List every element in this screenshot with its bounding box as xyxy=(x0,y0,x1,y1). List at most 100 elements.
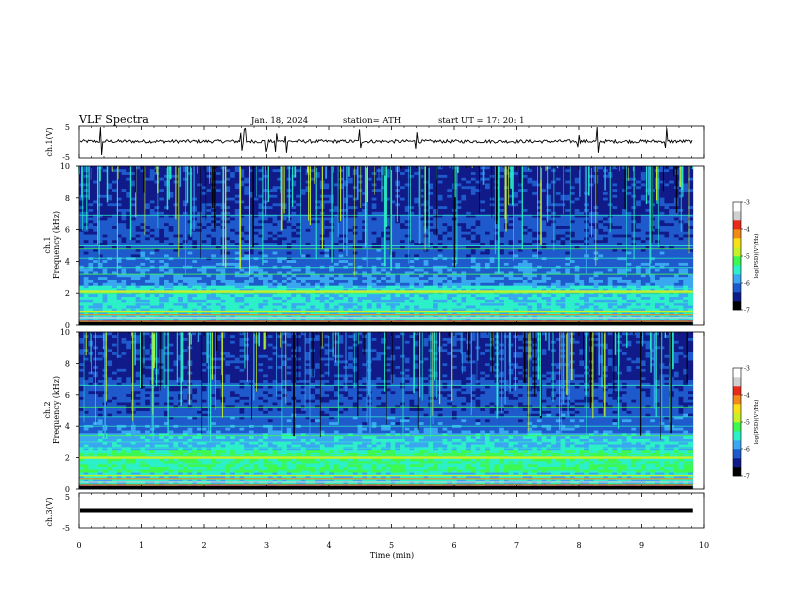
spectrogram-cell xyxy=(404,185,410,190)
spectrogram-cell xyxy=(428,225,434,229)
spectrogram-cell xyxy=(437,174,443,178)
spectrogram-cell xyxy=(456,194,462,198)
spectrogram-cell xyxy=(135,245,141,249)
spectrogram-cell xyxy=(93,288,99,292)
spectrogram-cell xyxy=(390,259,396,263)
spectrogram-cell xyxy=(343,236,349,241)
spectrogram-cell xyxy=(145,168,151,173)
spectrogram-cell xyxy=(376,194,382,198)
spectrogram-cell xyxy=(404,217,410,221)
spectrogram-cell xyxy=(83,185,89,190)
spectrogram-cell xyxy=(145,242,151,246)
spectrogram-cell xyxy=(121,222,127,227)
spectrogram-cell xyxy=(239,265,245,269)
spectrogram-cell xyxy=(338,285,344,289)
spectrogram-cell xyxy=(338,202,344,207)
spectrogram-cell xyxy=(97,239,103,244)
spectrogram-cell xyxy=(116,197,122,201)
spectrogram-cell xyxy=(470,180,476,184)
spectrogram-cell xyxy=(291,222,297,227)
spectrogram-cell xyxy=(352,202,358,207)
spectrogram-cell xyxy=(395,288,401,292)
spectrogram-cell xyxy=(149,262,155,266)
spectrogram-cell xyxy=(234,166,240,170)
spectrogram-cell xyxy=(404,305,410,309)
spectrogram-cell xyxy=(461,259,467,263)
spectrogram-cell xyxy=(433,222,439,227)
spectrogram-cell xyxy=(409,200,415,204)
spectrogram-cell xyxy=(433,279,439,283)
spectrogram-cell xyxy=(145,288,151,292)
spectrogram-cell xyxy=(348,217,354,221)
spectrogram-cell xyxy=(192,299,198,303)
spectrogram-cell xyxy=(466,202,472,207)
spectrogram-cell xyxy=(442,214,448,218)
spectrogram-cell xyxy=(126,174,132,178)
spectrogram-cell xyxy=(206,236,212,241)
spectrogram-cell xyxy=(390,194,396,198)
spectrogram-cell xyxy=(211,166,217,170)
spectrogram-cell xyxy=(244,293,250,298)
spectrogram-cell xyxy=(466,214,472,218)
spectrogram-cell xyxy=(409,307,415,312)
spectrogram-cell xyxy=(352,191,358,195)
spectrogram-cell xyxy=(475,185,481,190)
spectrogram-cell xyxy=(343,296,349,300)
spectrogram-cell xyxy=(404,279,410,283)
spectrogram-cell xyxy=(187,248,193,252)
spectrogram-cell xyxy=(267,271,273,275)
spectrogram-cell xyxy=(102,166,108,170)
spectrogram-cell xyxy=(263,222,269,227)
spectrogram-cell xyxy=(348,219,354,224)
spectrogram-cell xyxy=(206,273,212,278)
spectrogram-cell xyxy=(376,208,382,212)
spectrogram-cell xyxy=(390,166,396,170)
spectrogram-cell xyxy=(338,228,344,232)
spectrogram-cell xyxy=(154,194,160,198)
spectrogram-cell xyxy=(168,194,174,198)
spectrogram-cell xyxy=(343,177,349,181)
spectrogram-cell xyxy=(230,217,236,221)
spectrogram-cell xyxy=(201,259,207,263)
spectrogram-cell xyxy=(376,217,382,221)
spectrogram-cell xyxy=(428,185,434,190)
spectrogram-cell xyxy=(121,268,127,272)
spectrogram-cell xyxy=(267,239,273,244)
spectrogram-cell xyxy=(310,305,316,309)
spectrogram-cell xyxy=(456,211,462,215)
spectrogram-cell xyxy=(192,205,198,209)
spectrogram-cell xyxy=(88,194,94,198)
spectrogram-cell xyxy=(83,194,89,198)
spectrogram-cell xyxy=(178,251,184,255)
spectrogram-cell xyxy=(126,205,132,209)
spectrogram-cell xyxy=(83,191,89,195)
spectrogram-cell xyxy=(385,197,391,201)
spectrogram-cell xyxy=(192,217,198,221)
spectrogram-cell xyxy=(277,166,283,170)
spectrogram-cell xyxy=(362,302,368,306)
spectrogram-cell xyxy=(385,271,391,275)
spectrogram-cell xyxy=(404,219,410,224)
spectrogram-cell xyxy=(348,197,354,201)
spectrogram-cell xyxy=(107,234,113,238)
spectrogram-cell xyxy=(343,242,349,246)
spectrogram-cell xyxy=(338,225,344,229)
spectrogram-cell xyxy=(126,296,132,300)
spectrogram-cell xyxy=(461,302,467,306)
spectrogram-cell xyxy=(433,285,439,289)
spectrogram-cell xyxy=(385,254,391,258)
spectrogram-cell xyxy=(442,282,448,286)
spectrogram-cell xyxy=(93,285,99,289)
spectrogram-cell xyxy=(466,211,472,215)
spectrogram-cell xyxy=(159,296,165,300)
spectrogram-cell xyxy=(163,188,170,192)
spectrogram-cell xyxy=(244,299,250,303)
spectrogram-cell xyxy=(310,202,316,207)
spectrogram-cell xyxy=(418,188,425,192)
spectrogram-cell xyxy=(277,242,283,246)
spectrogram-cell xyxy=(135,248,141,252)
spectrogram-cell xyxy=(437,265,443,269)
spectrogram-cell xyxy=(215,225,222,229)
spectrogram-cell xyxy=(107,239,113,244)
